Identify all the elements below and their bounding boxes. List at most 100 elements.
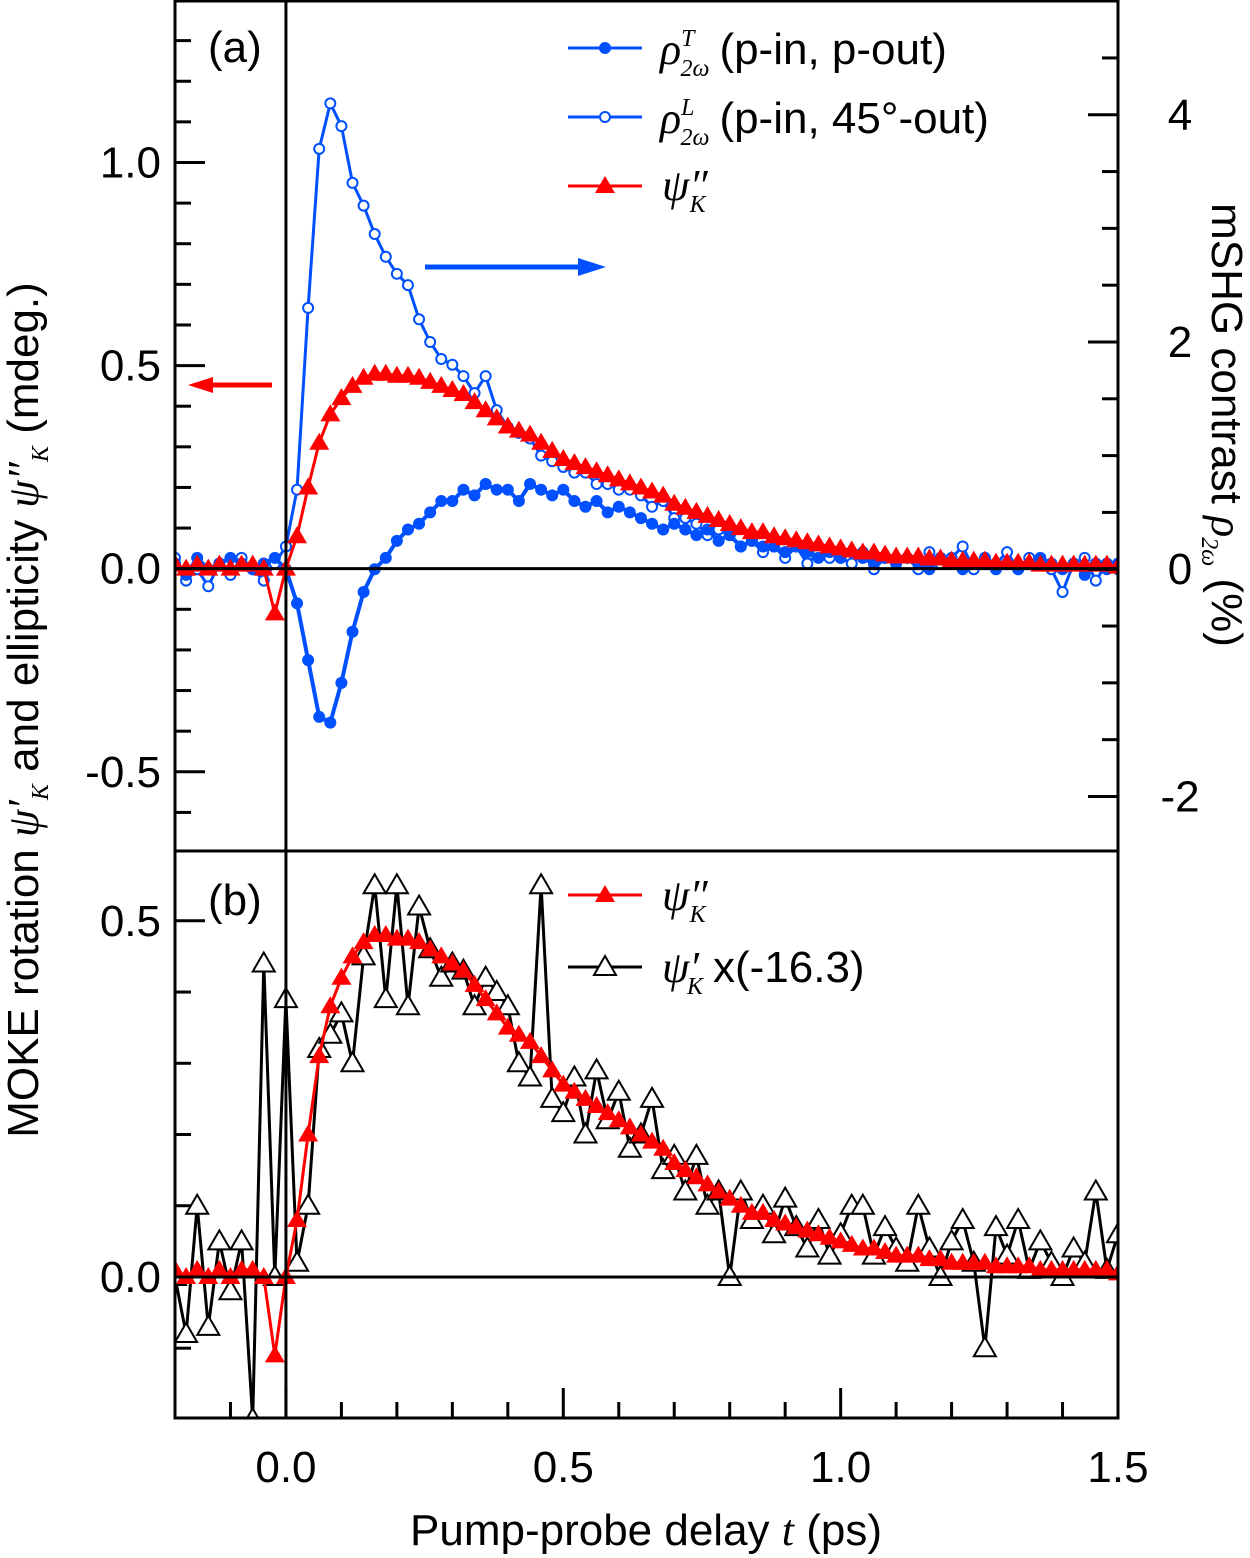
- data-point: [812, 551, 825, 564]
- data-point: [634, 512, 647, 525]
- data-point: [479, 478, 492, 491]
- x-tick-label: 0.5: [533, 1443, 594, 1492]
- legend-symbol: [568, 954, 642, 976]
- data-point: [287, 526, 308, 544]
- data-point: [642, 1131, 663, 1149]
- data-point: [575, 1088, 596, 1106]
- data-point: [431, 946, 452, 964]
- data-point: [719, 514, 740, 532]
- data-point: [373, 986, 399, 1009]
- legend-psi-dd-b: ψ″K: [662, 871, 708, 928]
- data-point: [531, 432, 552, 450]
- data-point: [353, 932, 374, 950]
- legend-symbol: [568, 111, 642, 123]
- data-point: [309, 1046, 330, 1064]
- data-point: [264, 1345, 285, 1363]
- data-point: [808, 1224, 829, 1242]
- data-point: [708, 1181, 729, 1199]
- data-point: [483, 979, 510, 1002]
- data-point: [653, 485, 674, 503]
- data-point: [553, 1074, 574, 1092]
- legend-rho-t: ρT 2ω (p-in, p-out): [658, 25, 947, 82]
- data-point: [801, 557, 814, 570]
- data-point: [390, 267, 403, 280]
- data-point: [187, 1259, 208, 1277]
- data-point: [601, 506, 614, 519]
- y-axis-label-left: MOKE rotation ψ′K and ellipticity ψ″K (m…: [0, 282, 54, 1138]
- data-point: [468, 489, 481, 502]
- y-tick-label-left: 0.5: [100, 342, 161, 391]
- data-point: [619, 473, 640, 491]
- data-point: [401, 279, 414, 292]
- data-point: [217, 1278, 244, 1301]
- data-point: [264, 603, 285, 621]
- data-point: [664, 1152, 685, 1170]
- data-point: [501, 483, 514, 496]
- data-point: [949, 1206, 976, 1229]
- data-point: [1056, 585, 1069, 598]
- data-point: [409, 367, 430, 385]
- y-tick-label-right: 4: [1168, 91, 1192, 140]
- legend-symbol: [568, 176, 642, 193]
- data-point: [384, 872, 410, 895]
- series-psi_K_dd: [175, 363, 1118, 621]
- data-point: [361, 872, 388, 895]
- data-point: [646, 500, 659, 513]
- data-point: [708, 509, 729, 527]
- data-point: [697, 505, 718, 523]
- y-tick-label-left: 0.0: [100, 545, 161, 594]
- data-point: [309, 432, 330, 450]
- data-point: [479, 370, 492, 383]
- legend-a: ρT 2ω (p-in, p-out) ρL 2ω (p-in, 45°-out) ψ″…: [658, 25, 989, 218]
- data-point: [457, 483, 470, 496]
- data-point: [1027, 1228, 1054, 1251]
- y-tick-label-left: 0.5: [100, 897, 161, 946]
- data-point: [872, 1214, 898, 1237]
- y-tick-label-right: 0: [1168, 545, 1192, 594]
- data-point: [409, 932, 430, 950]
- legend-b: ψ″K ψ′K x(-16.3): [662, 871, 865, 1000]
- data-point: [346, 625, 359, 638]
- data-point: [490, 483, 503, 496]
- x-tick-label: 1.5: [1087, 1443, 1148, 1492]
- data-point: [335, 676, 348, 689]
- y-tick-label-left: 0.0: [100, 1253, 161, 1302]
- data-point: [816, 1242, 843, 1265]
- data-point: [546, 489, 559, 502]
- data-point: [730, 1195, 751, 1213]
- data-point: [342, 946, 363, 964]
- data-point: [550, 1100, 577, 1123]
- series-rho_T: [175, 478, 1118, 729]
- data-point: [453, 960, 474, 978]
- data-point: [694, 1192, 721, 1215]
- data-point: [497, 416, 518, 434]
- data-point: [209, 1259, 230, 1277]
- data-point: [675, 1160, 696, 1178]
- data-point: [597, 1103, 618, 1121]
- data-point: [324, 716, 337, 729]
- data-point: [302, 301, 315, 314]
- data-point: [472, 964, 499, 987]
- data-point: [1105, 1221, 1118, 1244]
- data-point: [672, 1178, 699, 1201]
- series-psi_K_dd: [175, 925, 1118, 1363]
- data-point: [206, 1228, 233, 1251]
- data-point: [346, 176, 359, 189]
- data-point: [974, 1252, 995, 1270]
- right-arrow-head: [578, 258, 606, 276]
- legend-symbol: [568, 885, 642, 902]
- y-axis-label-right: mSHG contrast ρ2ω (%): [1196, 203, 1250, 647]
- data-point: [497, 1017, 518, 1035]
- data-point: [597, 465, 618, 483]
- data-point: [368, 228, 381, 241]
- y-tick-label-right: 2: [1168, 318, 1192, 367]
- data-point: [175, 1320, 199, 1343]
- data-point: [202, 580, 215, 593]
- data-point: [420, 939, 441, 957]
- x-tick-label: 1.0: [810, 1443, 871, 1492]
- data-point: [390, 534, 403, 547]
- data-point: [475, 989, 496, 1007]
- data-point: [542, 1060, 563, 1078]
- data-point: [764, 1209, 785, 1227]
- data-point: [535, 483, 548, 496]
